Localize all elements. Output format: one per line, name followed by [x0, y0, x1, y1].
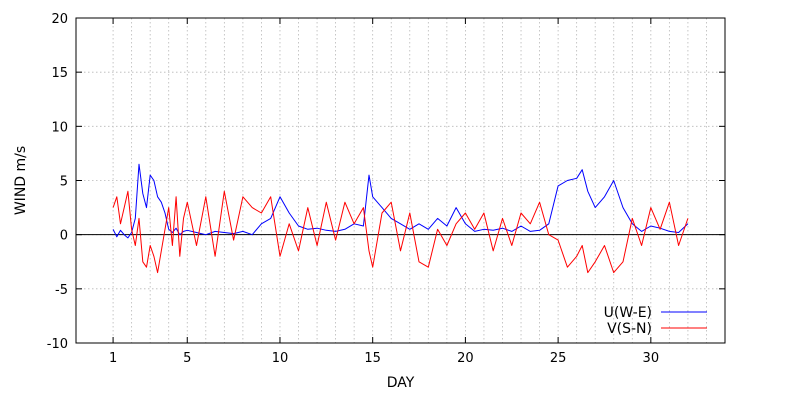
x-axis-title: DAY: [387, 375, 415, 391]
legend-label-v: V(S-N): [607, 321, 652, 337]
y-tick-label: -5: [55, 283, 68, 298]
y-tick-label: 5: [60, 175, 68, 190]
y-tick-label: 10: [51, 120, 68, 135]
x-tick-label: 30: [643, 351, 660, 366]
series-line-v: [112, 190, 689, 274]
x-tick-label: 25: [550, 351, 567, 366]
x-tick-label: 15: [364, 351, 381, 366]
y-tick-label: 20: [51, 12, 68, 27]
legend-label-u: U(W-E): [604, 305, 652, 321]
y-tick-label: 0: [60, 229, 68, 244]
legend: U(W-E) V(S-N): [604, 305, 707, 337]
y-tick-label: 15: [51, 66, 68, 81]
y-axis-title: WIND m/s: [13, 146, 29, 215]
x-tick-label: 5: [183, 351, 191, 366]
series-layer: [112, 163, 689, 274]
x-tick-label: 1: [109, 351, 117, 366]
y-tick-label: -10: [47, 337, 68, 352]
x-tick-label: 20: [457, 351, 474, 366]
x-tick-label: 10: [272, 351, 289, 366]
